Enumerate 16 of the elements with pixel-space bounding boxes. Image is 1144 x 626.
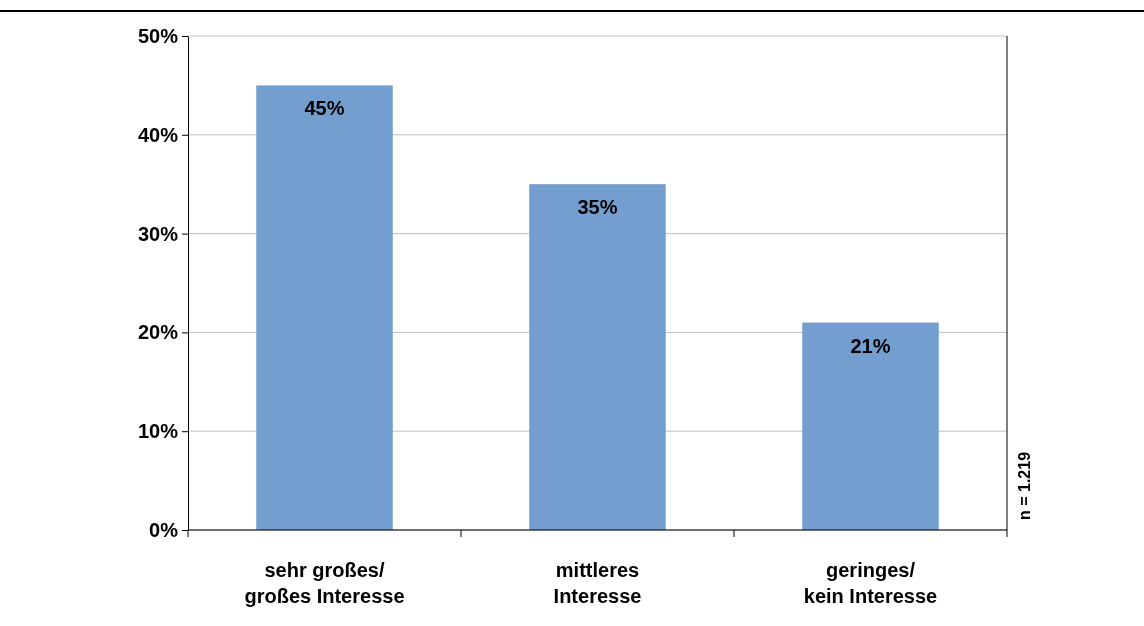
data-label: 35% — [577, 196, 618, 219]
y-tick-label: 50% — [137, 24, 179, 47]
x-tick-label: mittleres Interesse — [553, 559, 642, 607]
y-tick-label: 0% — [149, 518, 179, 541]
y-tick-label: 20% — [137, 321, 179, 344]
data-label: 45% — [304, 97, 345, 120]
x-tick-label: sehr großes/ großes Interesse — [244, 559, 405, 607]
bar — [802, 322, 939, 530]
x-tick-label: geringes/ kein Interesse — [803, 559, 938, 607]
y-tick-label: 10% — [137, 420, 179, 443]
text: n = 1.219 — [1016, 451, 1033, 520]
y-tick-label: 30% — [137, 222, 179, 245]
y-tick-label: 40% — [137, 123, 179, 146]
data-label: 21% — [850, 334, 891, 357]
bar — [256, 85, 393, 530]
bar — [529, 184, 666, 530]
